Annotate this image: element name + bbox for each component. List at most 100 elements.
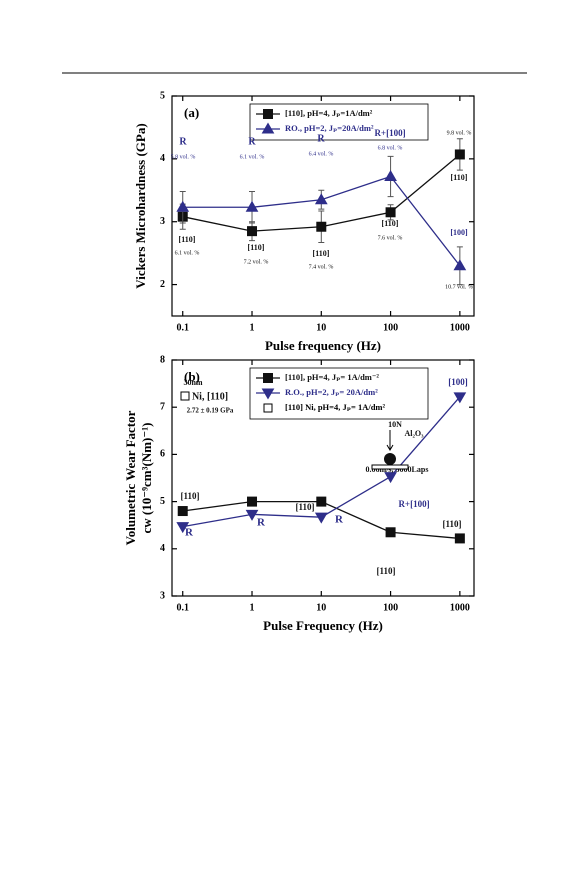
marker [261,122,275,134]
annotation: [100] [450,228,468,237]
annotation: Al₂O₃ [404,429,424,438]
plot-frame [171,95,475,317]
marker [263,373,273,383]
y-tick-label: 3 [160,590,165,601]
annotation: 7.6 vol. % [378,235,403,241]
series [176,155,467,286]
y-tick-label: 3 [160,216,165,227]
annotation: 6.4 vol. % [309,151,334,157]
y-tick-label: 5 [160,496,165,507]
x-tick-label: 0.1 [176,602,189,613]
annotation: [110] [179,235,196,244]
y-tick-label: 4 [160,153,165,164]
annotation: [110] [296,502,315,512]
annotation: 7.2 vol. % [244,259,269,265]
series [177,496,465,544]
annotation: 6.1 vol. % [240,154,265,160]
y-axis-label: Vickers Microhardness (GPa) [133,123,148,288]
x-tick-label: 1000 [450,602,470,613]
legend-label: [110], pH=4, Jₚ= 1A/dm⁻² [285,372,379,382]
x-axis-label: Pulse frequency (Hz) [265,338,381,353]
annotation: [110] [313,249,330,258]
inset-arrow [386,430,394,451]
legend-label: [110], pH=4, Jₚ=1A/dm² [285,108,373,118]
marker [247,226,258,237]
x-tick-label: 10 [316,602,326,613]
annotation: [110] [248,243,265,252]
annotation: 6.1 vol. % [175,250,200,256]
annotation: R+[100] [398,499,429,509]
annotation: Ni, [110] [192,391,228,402]
marker [453,259,467,271]
x-tick-label: 100 [383,322,398,333]
x-tick-label: 1 [250,322,255,333]
annotation: 6.8 vol. % [378,145,403,151]
marker [245,509,259,521]
annotation: R [179,136,187,147]
marker [453,392,467,404]
y-tick-label: 8 [160,354,165,365]
annotation: [110] [451,173,468,182]
annotation: R [185,527,194,539]
marker [384,169,397,181]
legend-label: R.O., pH=2, Jₚ= 20A/dm² [285,387,378,397]
annotation: [100] [448,377,468,387]
marker [261,388,275,400]
marker [314,193,328,205]
legend-label: RO., pH=2, Jₚ=20A/dm² [285,123,374,133]
annotation: 30nm [183,378,202,387]
marker [454,533,465,544]
y-tick-label: 4 [160,543,165,554]
marker [247,496,258,507]
y-tick-label: 2 [160,279,165,290]
marker [314,512,328,524]
annotation: [110] [181,491,200,501]
y-tick-label: 7 [160,401,165,412]
annotation: R [248,136,256,147]
x-tick-label: 1000 [450,322,470,333]
y-tick-label: 5 [160,90,165,101]
marker [385,527,396,538]
chart-title: (b) [184,369,200,384]
annotation: 9.8 vol. % [447,130,472,136]
annotation: [110] [377,566,396,576]
marker [316,496,327,507]
annotation: 2.72 ± 0.19 GPa [187,407,234,415]
annotation: 10.7 vol. % [445,284,473,290]
inset-ball [384,453,396,465]
annotation: R [317,133,325,144]
y-tick-label: 6 [160,449,165,460]
marker [385,207,396,218]
marker [176,522,190,534]
chart-title: (a) [184,105,199,120]
annotation: [110] [443,519,462,529]
marker [177,506,188,517]
plot-frame [171,359,475,597]
annotation: R [335,514,344,526]
x-tick-label: 1 [250,602,255,613]
legend-label: [110] Ni, pH=4, Jₚ= 1A/dm² [285,402,386,412]
annotation: 10N [388,420,402,429]
x-axis-label: Pulse Frequency (Hz) [263,618,383,633]
x-tick-label: 10 [316,322,326,333]
series [176,392,467,534]
annotation: 7.4 vol. % [309,264,334,270]
inset-plate [371,464,409,470]
marker [245,200,259,212]
inset-square [180,391,190,401]
annotation: R+[100] [374,128,405,138]
y-axis-label: cw (10⁻⁹cm³(Nm)⁻¹) [139,423,154,534]
annotation: [110] [382,219,399,228]
marker [263,109,273,119]
x-tick-label: 100 [383,602,398,613]
y-axis-label: Volumetric Wear Factor [123,410,138,545]
annotation: R [257,517,266,529]
annotation: 5.8 vol. % [171,154,196,160]
legend-marker [263,403,273,413]
marker [454,149,465,160]
x-tick-label: 0.1 [176,322,189,333]
marker [384,472,397,484]
legend-box [249,103,429,141]
marker [316,221,327,232]
